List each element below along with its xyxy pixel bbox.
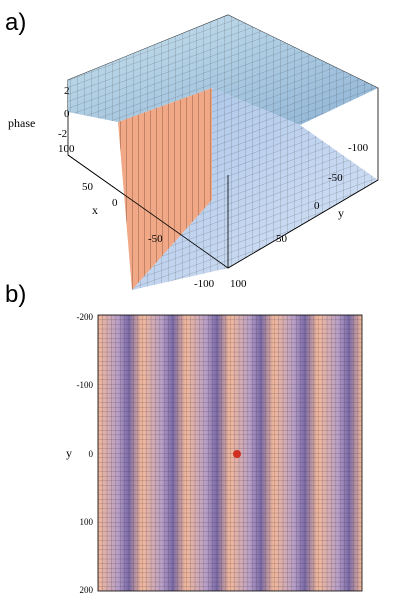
y-tick-label: -100 [77,380,94,390]
y-tick-label: -200 [77,312,94,322]
y-tick-label: 100 [80,517,94,527]
y-tick-label: 100 [230,278,247,290]
x-tick-label: -50 [148,233,163,245]
x-tick-label: -100 [194,278,215,290]
y-axis-label: y [338,206,344,220]
panel-label: a) [5,9,26,36]
x-tick-label: 100 [58,143,75,155]
x-tick-label: 50 [82,181,94,193]
y-tick-label: 200 [80,585,94,595]
surface-plot [67,14,379,290]
z-tick-label: 0 [64,108,70,120]
y-tick-label: 50 [276,233,288,245]
y-tick-label: 0 [89,449,94,459]
z-tick-label: 2 [64,85,70,97]
y-tick-label: -100 [348,142,369,154]
panel-label: b) [5,281,26,308]
x-tick-label: 0 [112,197,118,209]
density-plot [97,314,363,592]
x-axis-label: x [92,203,98,217]
y-tick-label: -50 [328,172,343,184]
y-axis-label: y [66,446,72,460]
z-axis-label: phase [8,116,35,130]
y-tick-label: 0 [314,200,320,212]
z-tick-label: -2 [58,128,67,140]
